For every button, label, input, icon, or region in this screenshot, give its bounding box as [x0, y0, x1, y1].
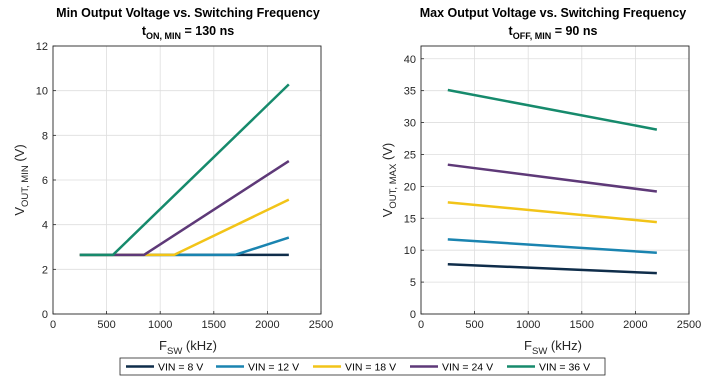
legend-entry-vin-18: VIN = 18 V	[313, 362, 396, 374]
x-tick-label: 0	[418, 319, 424, 331]
y-tick-label: 10	[36, 86, 48, 98]
legend-entry-vin-24: VIN = 24 V	[410, 362, 493, 374]
series-line	[447, 238, 657, 254]
y-tick-label: 8	[42, 130, 48, 142]
series-lines	[447, 88, 658, 275]
y-tick-label: 6	[42, 175, 48, 187]
x-axis-label: FSW (kHz)	[524, 338, 582, 357]
series-lines	[79, 83, 290, 257]
series-line	[447, 262, 657, 275]
y-tick-label: 30	[404, 118, 416, 130]
series-line	[447, 88, 658, 131]
x-tick-label: 1500	[202, 319, 226, 331]
x-tick-label: 500	[465, 319, 483, 331]
x-ticks: 0 500 1000 1500 2000 2500	[50, 311, 333, 331]
legend: VIN = 8 V VIN = 12 V VIN = 18 V VIN = 24…	[119, 357, 606, 376]
x-tick-label: 1500	[570, 319, 594, 331]
chart-min-output-voltage: Min Output Voltage vs. Switching Frequen…	[12, 6, 333, 357]
legend-label: VIN = 12 V	[248, 362, 299, 374]
x-tick-label: 1000	[148, 319, 172, 331]
y-axis-label: VOUT, MAX (V)	[380, 143, 399, 218]
x-axis-label: FSW (kHz)	[159, 338, 217, 357]
plot-frame	[420, 45, 690, 315]
legend-label: VIN = 24 V	[442, 362, 493, 374]
series-line	[447, 163, 657, 193]
legend-label: VIN = 18 V	[345, 362, 396, 374]
y-tick-label: 25	[404, 149, 416, 161]
x-tick-label: 2000	[255, 319, 279, 331]
plot-area	[52, 45, 322, 315]
series-line	[447, 201, 657, 224]
x-tick-label: 2500	[309, 319, 333, 331]
chart-title: Max Output Voltage vs. Switching Frequen…	[420, 6, 687, 20]
y-tick-label: 12	[36, 41, 48, 53]
y-tick-label: 0	[42, 309, 48, 321]
legend-label: VIN = 8 V	[158, 362, 203, 374]
chart-title: Min Output Voltage vs. Switching Frequen…	[56, 6, 320, 20]
y-axis-label: VOUT, MIN (V)	[12, 144, 31, 215]
y-tick-label: 10	[404, 245, 416, 257]
chart-max-output-voltage: Max Output Voltage vs. Switching Frequen…	[380, 6, 701, 357]
legend-entry-vin-36: VIN = 36 V	[507, 362, 590, 374]
y-ticks: 0 5 10 15 20 25 30 35 40	[404, 54, 424, 321]
y-tick-label: 20	[404, 181, 416, 193]
chart-subtitle: tOFF, MIN = 90 ns	[509, 24, 598, 41]
series-line	[79, 83, 290, 257]
legend-label: VIN = 36 V	[539, 362, 590, 374]
legend-entry-vin-12: VIN = 12 V	[216, 362, 299, 374]
y-tick-label: 5	[410, 277, 416, 289]
y-tick-label: 2	[42, 264, 48, 276]
x-tick-label: 500	[97, 319, 115, 331]
legend-entry-vin-8: VIN = 8 V	[126, 362, 203, 374]
x-tick-label: 0	[50, 319, 56, 331]
y-tick-label: 35	[404, 86, 416, 98]
y-tick-label: 0	[410, 309, 416, 321]
y-tick-label: 40	[404, 54, 416, 66]
chart-subtitle: tON, MIN = 130 ns	[142, 24, 234, 41]
x-tick-label: 2000	[623, 319, 647, 331]
y-tick-label: 15	[404, 213, 416, 225]
y-ticks: 0 2 4 6 8 10 12	[36, 41, 56, 321]
x-tick-label: 1000	[516, 319, 540, 331]
x-ticks: 0 500 1000 1500 2000 2500	[418, 311, 701, 331]
y-tick-label: 4	[42, 220, 48, 232]
legend-box	[119, 357, 606, 376]
plot-area	[420, 45, 690, 315]
x-tick-label: 2500	[677, 319, 701, 331]
grid	[52, 45, 322, 315]
